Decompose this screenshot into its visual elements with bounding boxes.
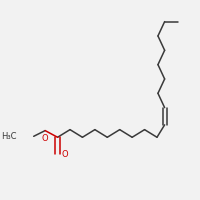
Text: H₃C: H₃C — [1, 132, 16, 141]
Text: O: O — [42, 134, 48, 143]
Text: O: O — [61, 150, 68, 159]
